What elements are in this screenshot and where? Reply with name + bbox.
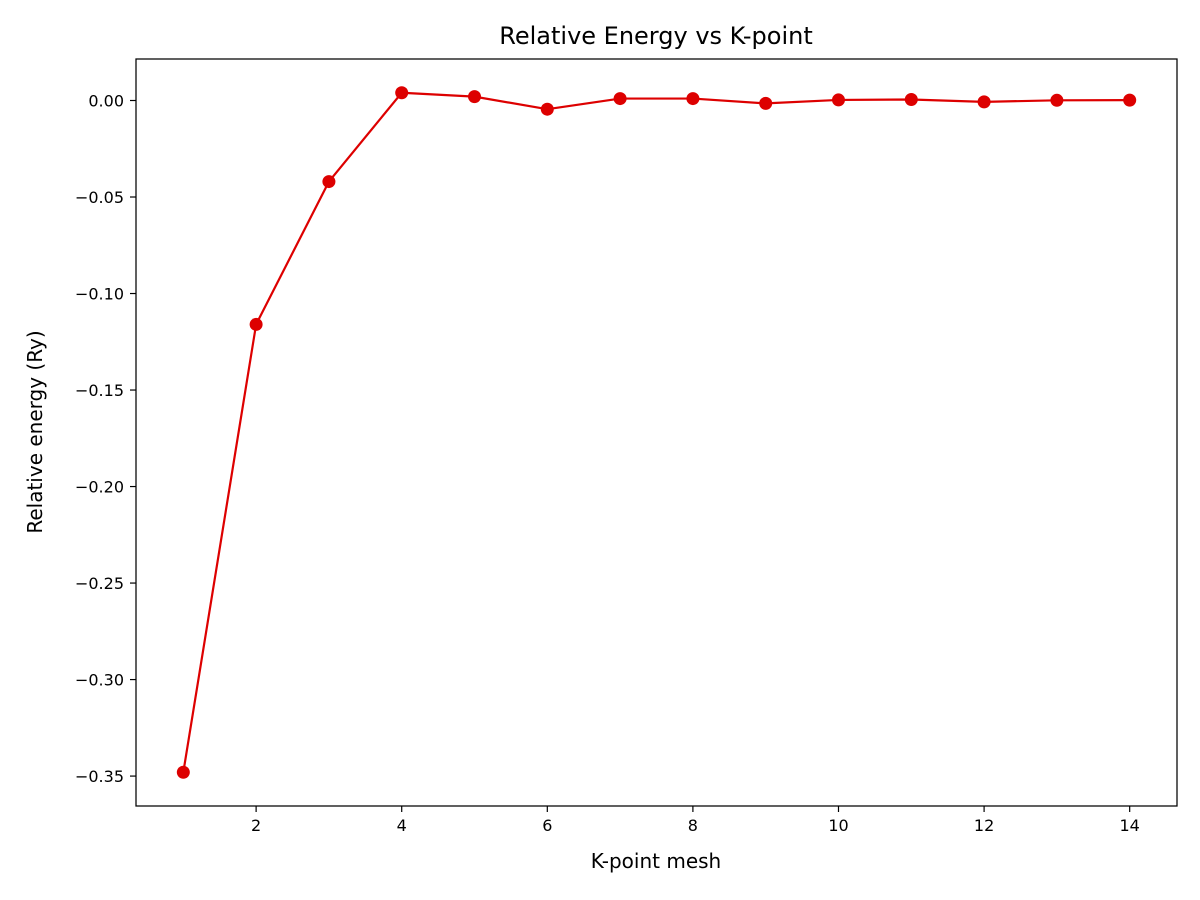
y-tick-label: 0.00 — [88, 92, 124, 111]
y-tick-label: −0.05 — [75, 188, 124, 207]
x-tick-label: 14 — [1120, 816, 1140, 835]
x-tick-label: 10 — [828, 816, 848, 835]
y-tick-label: −0.15 — [75, 381, 124, 400]
data-point — [540, 102, 554, 116]
data-point — [904, 93, 918, 107]
data-point — [249, 317, 263, 331]
x-tick-label: 2 — [251, 816, 261, 835]
x-tick-label: 8 — [688, 816, 698, 835]
data-point — [322, 175, 336, 189]
axes-frame — [135, 58, 1178, 807]
x-tick-label: 12 — [974, 816, 994, 835]
data-point — [176, 765, 190, 779]
data-point — [613, 92, 627, 106]
x-axis-ticks: 2 4 6 8 10 12 14 — [251, 806, 1140, 835]
y-tick-label: −0.30 — [75, 671, 124, 690]
data-point — [1050, 93, 1064, 107]
x-tick-label: 4 — [397, 816, 407, 835]
x-tick-label: 6 — [542, 816, 552, 835]
data-point — [686, 92, 700, 106]
y-tick-label: −0.35 — [75, 767, 124, 786]
x-axis-label: K-point mesh — [591, 849, 721, 873]
plot-area — [176, 86, 1137, 779]
data-point — [395, 86, 409, 100]
data-point — [759, 96, 773, 110]
series-line — [182, 91, 1130, 773]
data-point — [831, 93, 845, 107]
y-tick-label: −0.20 — [75, 478, 124, 497]
chart-title: Relative Energy vs K-point — [499, 22, 813, 50]
y-tick-label: −0.25 — [75, 574, 124, 593]
data-point — [468, 90, 482, 104]
y-axis-label: Relative energy (Ry) — [23, 330, 47, 533]
y-axis-ticks: 0.00 −0.05 −0.10 −0.15 −0.20 −0.25 −0.30 −0.35 — [75, 92, 136, 786]
data-point — [1123, 93, 1137, 107]
y-tick-label: −0.10 — [75, 285, 124, 304]
data-point — [977, 95, 991, 109]
